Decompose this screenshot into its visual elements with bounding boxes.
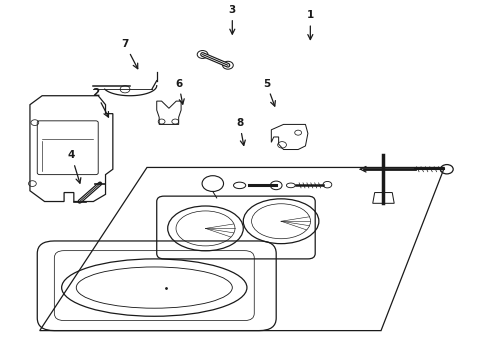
Text: 2: 2 — [92, 87, 108, 117]
Text: 1: 1 — [306, 10, 313, 40]
Text: 6: 6 — [175, 78, 184, 104]
Text: 3: 3 — [228, 5, 235, 34]
Circle shape — [197, 50, 207, 58]
Text: 8: 8 — [236, 118, 245, 145]
Circle shape — [222, 61, 233, 69]
Text: 4: 4 — [67, 150, 81, 183]
Text: 5: 5 — [262, 78, 275, 106]
Text: 7: 7 — [121, 39, 138, 69]
